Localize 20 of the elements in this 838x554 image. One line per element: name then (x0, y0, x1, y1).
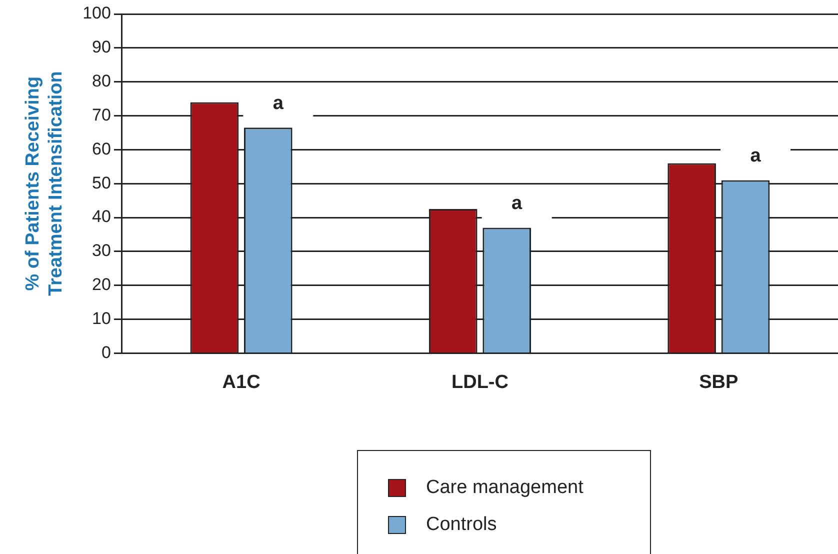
y-tick-label: 90 (92, 38, 111, 57)
annotation: a (750, 145, 762, 166)
x-tick-label: A1C (222, 372, 261, 393)
y-tick-label: 20 (92, 275, 111, 294)
y-tick-label: 50 (92, 173, 111, 192)
legend-label: Care management (426, 476, 584, 498)
y-tick-label: 100 (82, 4, 111, 23)
x-tick-label: LDL-C (451, 372, 509, 393)
y-tick-label: 0 (101, 342, 111, 362)
annotation: a (272, 92, 284, 114)
annotation: a (512, 192, 523, 214)
y-tick-label: 30 (92, 241, 111, 260)
y-tick-label: 70 (92, 105, 111, 124)
y-tick-label: 10 (92, 308, 111, 328)
y-tick-label: 40 (92, 207, 111, 226)
legend-label: Controls (426, 514, 497, 536)
y-tick-label: 80 (92, 72, 111, 91)
y-axis-title: % of Patients Receiving Treatment Intensification (22, 71, 66, 296)
y-tick-label: 60 (92, 139, 111, 158)
x-tick-label: SBP (699, 372, 739, 393)
